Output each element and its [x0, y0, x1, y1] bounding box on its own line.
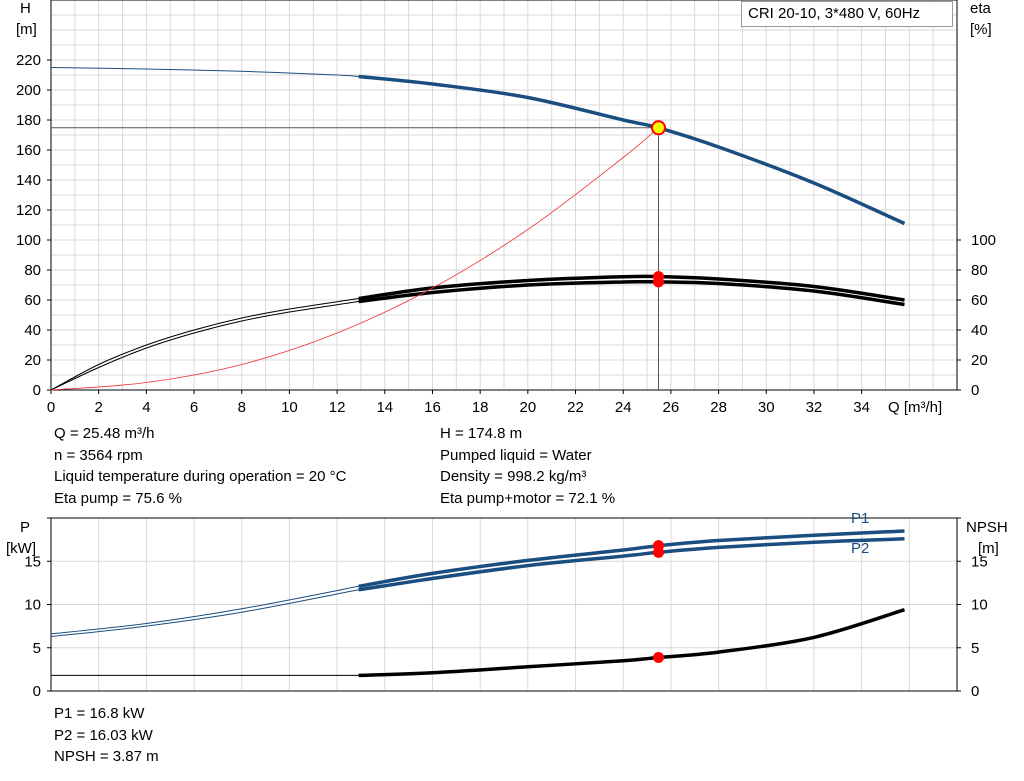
y-right-tick-label: 15: [971, 553, 988, 570]
y-tick-label: 120: [16, 202, 41, 219]
y-axis-label: H: [20, 0, 31, 17]
x-tick-label: 10: [281, 399, 298, 416]
eta-pump-motor-curve-extended: [50, 301, 359, 391]
y-right-tick-label: 0: [971, 382, 979, 399]
op-point-npsh-marker: [652, 652, 664, 664]
y-tick-label: 200: [16, 82, 41, 99]
y-tick-label: 20: [24, 352, 41, 369]
eta-pump-curve: [358, 274, 905, 302]
x-tick-label: 22: [567, 399, 584, 416]
info-head: H = 174.8 m: [440, 425, 523, 442]
y-right-axis-unit: [%]: [970, 21, 992, 38]
y-right-tick-label: 5: [971, 640, 979, 657]
x-tick-label: 6: [190, 399, 198, 416]
y-tick-label: 0: [33, 382, 41, 399]
info-liquid: Pumped liquid = Water: [440, 446, 592, 464]
y-tick-label: 180: [16, 112, 41, 129]
y-tick-label: 40: [24, 322, 41, 339]
top-info-left: Q = 25.48 m³/h n = 3564 rpm Liquid tempe…: [54, 423, 346, 509]
y-right-tick-label: 60: [971, 292, 988, 309]
op-point-eta-pump-motor-marker: [652, 276, 664, 288]
p1-curve-extended: [50, 585, 359, 635]
x-tick-label: 4: [142, 399, 150, 416]
y-axis-unit: [m]: [16, 21, 37, 38]
x-tick-label: 16: [424, 399, 441, 416]
x-tick-label: 2: [95, 399, 103, 416]
y-tick-label: 0: [33, 683, 41, 700]
npsh-axis-label: NPSH: [966, 519, 1008, 536]
x-tick-label: 18: [472, 399, 489, 416]
top-plot-frame: [50, 0, 958, 391]
x-tick-label: 24: [615, 399, 632, 416]
y-right-tick-label: 80: [971, 262, 988, 279]
series-label-p1: P1: [851, 510, 869, 527]
chart-legend: CRI 20-10, 3*480 V, 60Hz: [741, 1, 953, 27]
y-right-tick-label: 20: [971, 352, 988, 369]
bottom-info: P1 = 16.8 kW P2 = 16.03 kW NPSH = 3.87 m: [54, 703, 159, 768]
y-tick-label: 10: [24, 597, 41, 614]
info-eta-pump-motor: Eta pump+motor = 72.1 %: [440, 489, 616, 507]
power-axis-unit: [kW]: [6, 540, 36, 557]
info-speed: n = 3564 rpm: [54, 446, 143, 464]
p1-curve: [358, 529, 905, 589]
y-tick-label: 15: [24, 553, 41, 570]
x-tick-label: 34: [853, 399, 870, 416]
info-density: Density = 998.2 kg/m³: [440, 468, 587, 485]
y-right-tick-label: 0: [971, 683, 979, 700]
y-tick-label: 160: [16, 142, 41, 159]
npsh-axis-unit: [m]: [978, 540, 999, 557]
y-tick-label: 80: [24, 262, 41, 279]
info-eta-pump: Eta pump = 75.6 %: [54, 489, 182, 507]
y-tick-label: 220: [16, 52, 41, 69]
p2-curve: [358, 537, 905, 592]
info-p1: P1 = 16.8 kW: [54, 705, 145, 722]
p2-curve-extended: [50, 589, 359, 637]
y-right-axis-label: eta: [970, 0, 992, 17]
head-curve-extended: [50, 67, 359, 77]
x-tick-label: 14: [376, 399, 393, 416]
info-flow: Q = 25.48 m³/h: [54, 425, 155, 442]
top-info-right: H = 174.8 m Pumped liquid = Water Densit…: [440, 423, 615, 509]
x-tick-label: 32: [806, 399, 823, 416]
y-right-tick-label: 100: [971, 232, 996, 249]
op-point-p2-marker: [652, 546, 664, 558]
op-point-head-marker: [650, 120, 666, 136]
info-temperature: Liquid temperature during operation = 20…: [54, 468, 347, 485]
x-tick-label: 12: [329, 399, 346, 416]
x-tick-label: 30: [758, 399, 775, 416]
npsh-curve: [358, 608, 906, 678]
eta-pump-motor-curve: [358, 279, 905, 307]
x-axis-label: Q [m³/h]: [888, 399, 942, 416]
system-curve: [50, 127, 659, 391]
y-right-tick-label: 40: [971, 322, 988, 339]
x-tick-label: 20: [519, 399, 536, 416]
x-tick-label: 26: [663, 399, 680, 416]
power-axis-label: P: [20, 519, 30, 536]
y-tick-label: 100: [16, 232, 41, 249]
y-tick-label: 140: [16, 172, 41, 189]
x-tick-label: 8: [238, 399, 246, 416]
info-npsh: NPSH = 3.87 m: [54, 748, 159, 765]
x-tick-label: 28: [710, 399, 727, 416]
eta-pump-curve-extended: [50, 298, 359, 391]
y-right-tick-label: 10: [971, 597, 988, 614]
x-tick-label: 0: [47, 399, 55, 416]
head-curve: [358, 74, 906, 226]
info-p2: P2 = 16.03 kW: [54, 726, 153, 744]
series-label-p2: P2: [851, 540, 869, 557]
legend-text: CRI 20-10, 3*480 V, 60Hz: [748, 5, 921, 22]
y-tick-label: 60: [24, 292, 41, 309]
y-tick-label: 5: [33, 640, 41, 657]
